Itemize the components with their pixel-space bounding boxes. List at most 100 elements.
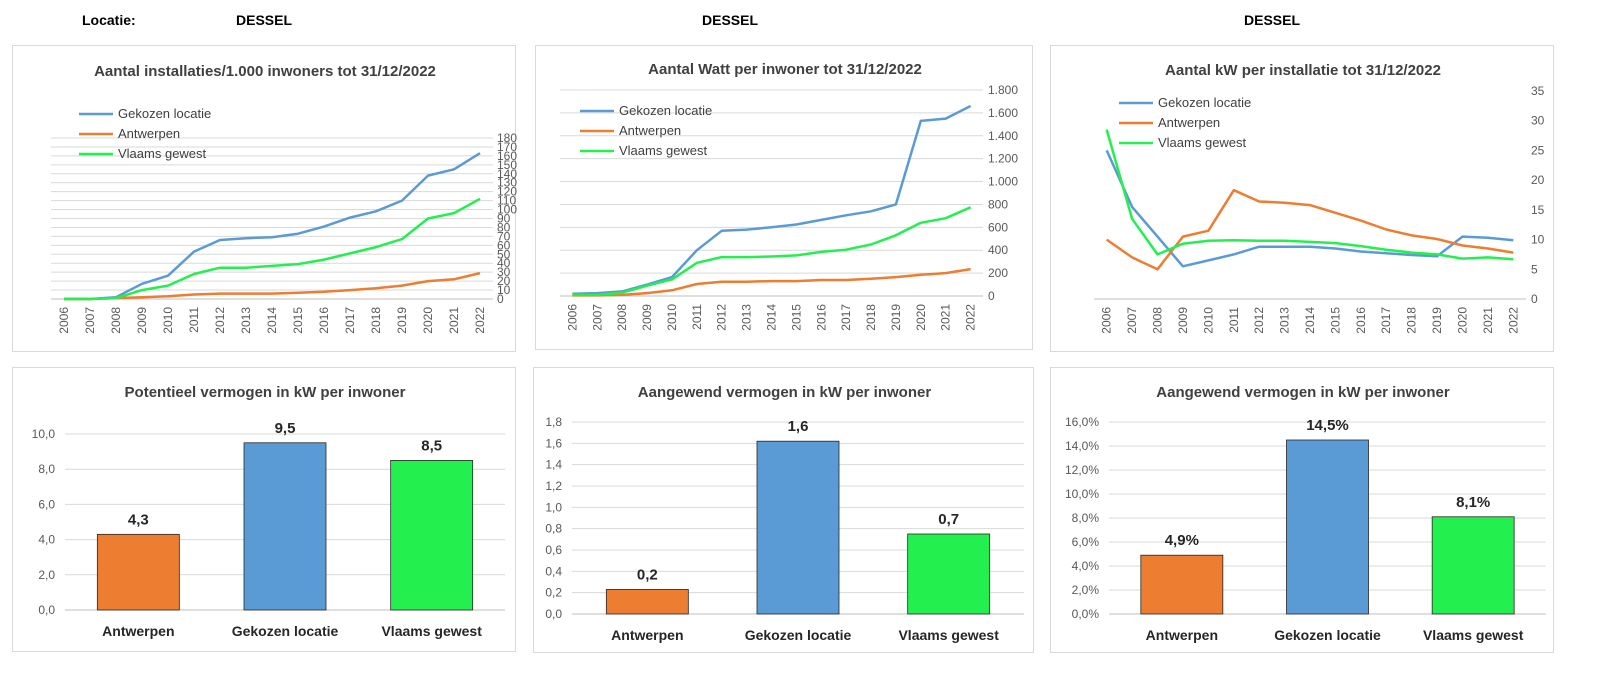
chart-title: Aantal installaties/1.000 inwoners tot 3… xyxy=(94,63,436,80)
x-tick-label: 2015 xyxy=(789,304,803,331)
y-tick-label: 1,0 xyxy=(545,500,562,514)
x-tick-label: 2020 xyxy=(914,304,928,331)
y-tick-label: 1.400 xyxy=(988,129,1018,143)
legend-label-vlaams-gewest: Vlaams gewest xyxy=(1158,135,1247,150)
watt-per-inhabitant-chart: Aantal Watt per inwoner tot 31/12/2022 0 2… xyxy=(535,45,1033,350)
y-tick-label: 6,0 xyxy=(38,497,55,511)
category-label-antwerpen: Antwerpen xyxy=(1146,627,1218,643)
y-tick-label: 150 xyxy=(497,158,517,172)
y-tick-label: 6,0% xyxy=(1072,535,1100,549)
y-tick-label: 120 xyxy=(497,185,517,199)
y-tick-label: 200 xyxy=(988,266,1008,280)
y-tick-label: 0,2 xyxy=(545,586,562,600)
x-tick-label: 2016 xyxy=(814,304,828,331)
x-tick-label: 2012 xyxy=(213,307,227,334)
x-tick-label: 2015 xyxy=(1328,307,1342,334)
y-tick-label: 100 xyxy=(497,203,517,217)
y-tick-label: 10 xyxy=(1531,233,1545,247)
data-label-gekozen-locatie: 14,5% xyxy=(1306,417,1349,434)
y-tick-label: 0,0 xyxy=(545,607,562,621)
data-label-gekozen-locatie: 9,5 xyxy=(275,420,296,437)
y-tick-label: 1,8 xyxy=(545,415,562,429)
y-tick-label: 0,4 xyxy=(545,564,562,578)
legend-label-antwerpen: Antwerpen xyxy=(118,126,180,141)
x-tick-label: 2019 xyxy=(889,304,903,331)
watt-chart-svg: Aantal Watt per inwoner tot 31/12/2022 0 2… xyxy=(560,61,1018,331)
y-tick-label: 30 xyxy=(1531,114,1545,128)
x-tick-label: 2009 xyxy=(135,307,149,334)
y-tick-label: 1.600 xyxy=(988,106,1018,120)
chart-title: Aantal Watt per inwoner tot 31/12/2022 xyxy=(648,61,922,78)
bar-antwerpen xyxy=(605,589,689,615)
y-tick-label: 35 xyxy=(1531,84,1545,98)
installations-per-1000-chart: Aantal installaties/1.000 inwoners tot 3… xyxy=(12,45,517,352)
data-label-vlaams-gewest: 0,7 xyxy=(938,511,959,528)
y-tick-label: 1.000 xyxy=(988,175,1018,189)
category-label-antwerpen: Antwerpen xyxy=(102,623,174,639)
y-tick-label: 0 xyxy=(988,289,995,303)
legend-label-antwerpen: Antwerpen xyxy=(1158,115,1220,130)
legend-label-gekozen-locatie: Gekozen locatie xyxy=(1158,95,1251,110)
x-tick-label: 2016 xyxy=(317,307,331,334)
y-tick-label: 8,0 xyxy=(38,462,55,476)
y-tick-label: 0 xyxy=(1531,292,1538,306)
middle-header-title: DESSEL xyxy=(702,12,759,28)
y-tick-label: 16,0% xyxy=(1065,415,1099,429)
x-tick-label: 2006 xyxy=(57,307,71,334)
bar-antwerpen xyxy=(96,533,180,611)
legend-label-vlaams-gewest: Vlaams gewest xyxy=(619,143,708,158)
x-tick-label: 2011 xyxy=(1227,307,1241,333)
bar-gekozen-locatie xyxy=(756,440,840,615)
category-label-vlaams-gewest: Vlaams gewest xyxy=(898,627,999,643)
x-tick-label: 2014 xyxy=(765,304,779,331)
data-label-antwerpen: 4,3 xyxy=(128,511,149,528)
x-tick-label: 2020 xyxy=(421,307,435,334)
x-tick-label: 2017 xyxy=(839,304,853,331)
legend-label-vlaams-gewest: Vlaams gewest xyxy=(118,146,207,161)
y-tick-label: 0,0% xyxy=(1072,607,1100,621)
potential-power-chart: Potentieel vermogen in kW per inwoner 0,0… xyxy=(12,367,516,652)
chart-title: Potentieel vermogen in kW per inwoner xyxy=(125,384,406,401)
x-tick-label: 2011 xyxy=(690,304,704,330)
y-tick-label: 0,8 xyxy=(545,522,562,536)
bar-gekozen-locatie xyxy=(1286,439,1369,615)
category-label-antwerpen: Antwerpen xyxy=(611,627,683,643)
location-value: DESSEL xyxy=(236,12,293,28)
y-tick-label: 160 xyxy=(497,149,517,163)
potential-power-chart-svg: Potentieel vermogen in kW per inwoner 0,0… xyxy=(32,384,505,639)
y-tick-label: 80 xyxy=(497,220,511,234)
category-label-gekozen-locatie: Gekozen locatie xyxy=(232,623,339,639)
legend-label-gekozen-locatie: Gekozen locatie xyxy=(118,106,211,121)
used-power-chart-svg: Aangewend vermogen in kW per inwoner 0,0 0… xyxy=(545,384,1024,643)
bar-vlaams-gewest xyxy=(390,460,474,611)
y-tick-label: 60 xyxy=(497,238,511,252)
bar-antwerpen xyxy=(1140,554,1224,615)
x-tick-label: 2006 xyxy=(1100,307,1114,334)
x-tick-label: 2010 xyxy=(161,307,175,334)
y-tick-label: 10,0% xyxy=(1065,487,1099,501)
x-tick-label: 2010 xyxy=(665,304,679,331)
y-tick-label: 180 xyxy=(497,131,517,145)
x-tick-label: 2021 xyxy=(1481,307,1495,334)
y-tick-label: 4,0% xyxy=(1072,559,1100,573)
y-tick-label: 0 xyxy=(497,292,504,306)
x-tick-label: 2007 xyxy=(590,304,604,331)
kw-per-installation-chart: Aantal kW per installatie tot 31/12/2022… xyxy=(1050,45,1554,352)
x-tick-label: 2019 xyxy=(395,307,409,334)
x-tick-label: 2015 xyxy=(291,307,305,334)
y-tick-label: 30 xyxy=(497,265,511,279)
x-tick-label: 2010 xyxy=(1201,307,1215,334)
used-power-percent-chart: Aangewend vermogen in kW per inwoner 0,0%… xyxy=(1050,367,1554,653)
y-tick-label: 1,2 xyxy=(545,479,562,493)
x-tick-label: 2008 xyxy=(109,307,123,334)
x-tick-label: 2018 xyxy=(1405,307,1419,334)
y-tick-label: 40 xyxy=(497,256,511,270)
data-label-antwerpen: 0,2 xyxy=(637,566,658,583)
used-power-chart: Aangewend vermogen in kW per inwoner 0,0 0… xyxy=(533,367,1034,653)
x-tick-label: 2012 xyxy=(1252,307,1266,334)
y-tick-label: 14,0% xyxy=(1065,439,1099,453)
x-tick-label: 2017 xyxy=(1379,307,1393,334)
right-header-title: DESSEL xyxy=(1244,12,1301,28)
y-tick-label: 140 xyxy=(497,167,517,181)
y-tick-label: 12,0% xyxy=(1065,463,1099,477)
